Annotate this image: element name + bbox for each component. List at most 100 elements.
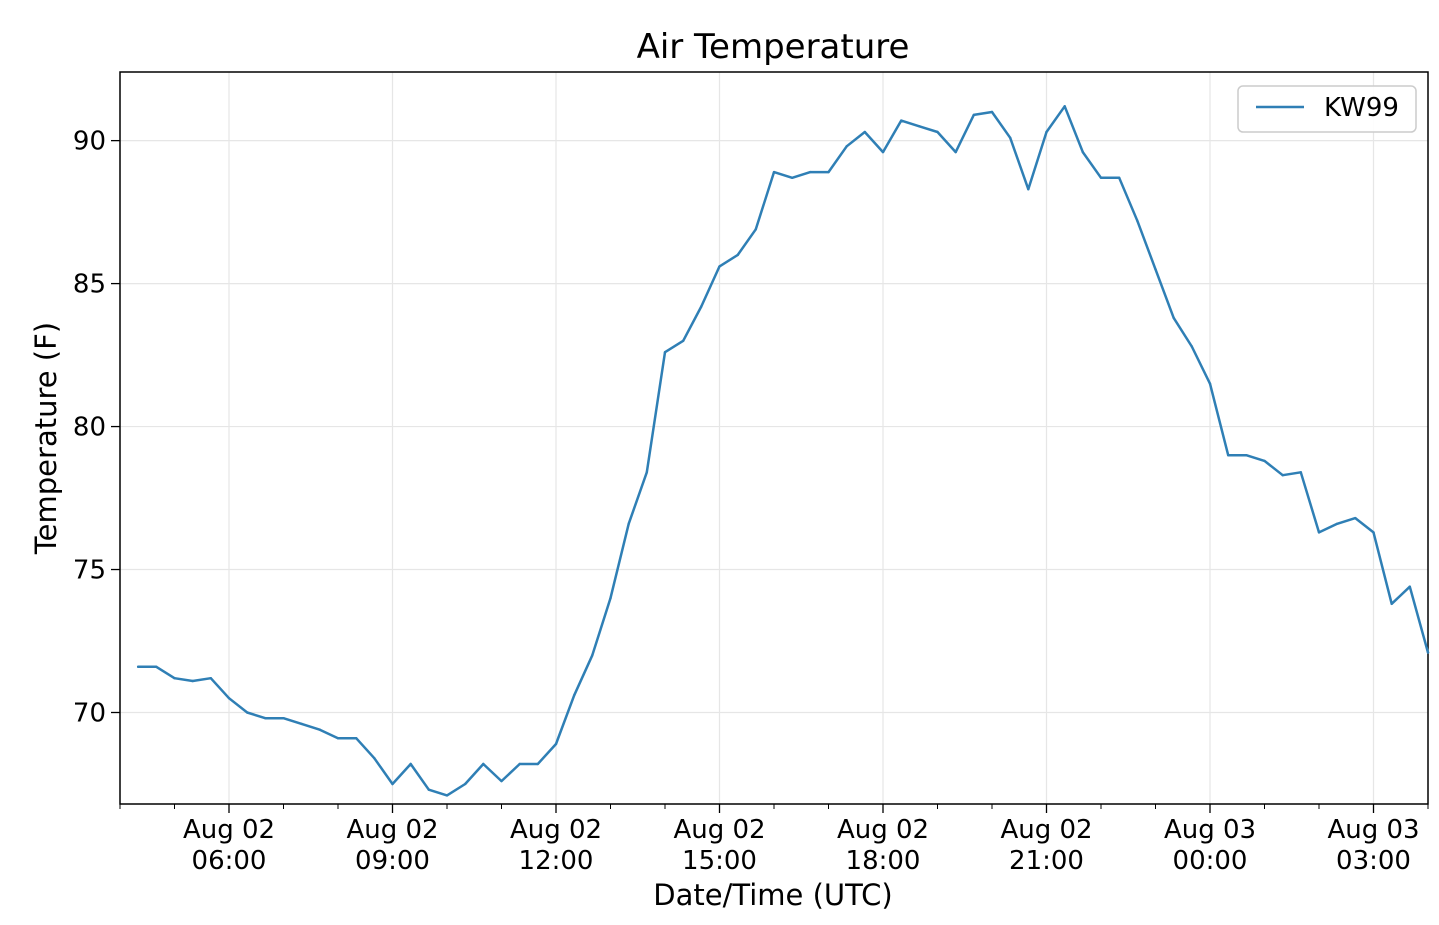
data-point <box>1227 454 1230 457</box>
grid-lines <box>120 72 1428 804</box>
data-point <box>791 176 794 179</box>
data-point <box>1426 651 1430 654</box>
data-point <box>355 737 358 740</box>
data-point <box>173 677 176 680</box>
x-tick-label-date: Aug 02 <box>346 815 438 845</box>
data-point <box>1372 531 1375 534</box>
data-point <box>536 762 539 766</box>
data-point <box>682 339 685 342</box>
x-tick-label-date: Aug 02 <box>1000 815 1092 845</box>
data-point <box>1045 130 1048 134</box>
data-point <box>155 665 158 668</box>
data-point <box>809 170 812 174</box>
data-point <box>227 697 231 700</box>
data-point <box>318 728 321 731</box>
x-tick-label-date: Aug 03 <box>1327 815 1419 845</box>
data-point <box>1263 459 1266 463</box>
data-point <box>863 130 866 134</box>
data-point <box>936 130 939 134</box>
y-tick-label: 80 <box>73 413 106 443</box>
data-point <box>772 170 776 174</box>
data-point <box>1354 516 1357 520</box>
data-point <box>482 762 485 766</box>
data-point <box>645 471 648 474</box>
data-point <box>1081 150 1085 154</box>
data-point <box>972 113 975 117</box>
y-tick-label: 75 <box>73 556 106 586</box>
x-tick-label-date: Aug 02 <box>510 815 602 845</box>
series-line-kw99 <box>136 105 1430 797</box>
data-point <box>336 737 340 740</box>
data-point <box>1118 176 1121 179</box>
data-point <box>1009 136 1012 139</box>
series-layer <box>136 105 1430 797</box>
x-tick-label-time: 15:00 <box>682 846 757 876</box>
data-point <box>137 665 140 668</box>
data-point <box>1336 522 1339 525</box>
plot-area-frame <box>119 71 1429 805</box>
data-point <box>881 150 885 154</box>
data-point <box>409 762 412 766</box>
data-point <box>754 228 757 231</box>
data-point <box>191 679 194 683</box>
data-point <box>1063 105 1066 108</box>
data-point <box>1154 268 1157 271</box>
data-point <box>300 722 303 726</box>
data-point <box>990 110 994 114</box>
x-tick-label-time: 12:00 <box>519 846 594 876</box>
data-point <box>700 305 703 308</box>
legend-box <box>1237 85 1417 133</box>
data-point <box>1136 219 1139 222</box>
data-point <box>573 694 576 697</box>
data-point <box>591 654 594 657</box>
data-point <box>500 779 503 783</box>
data-point <box>1390 602 1393 605</box>
data-point <box>1172 316 1175 320</box>
x-tick-label-time: 21:00 <box>1009 846 1084 876</box>
data-point <box>264 717 267 720</box>
data-point <box>246 711 249 714</box>
data-point <box>663 351 667 354</box>
data-point <box>282 717 285 720</box>
data-point <box>1299 471 1303 474</box>
data-point <box>391 782 394 786</box>
x-tick-label-date: Aug 03 <box>1164 815 1256 845</box>
legend-label-kw99: KW99 <box>1324 93 1399 123</box>
data-point <box>918 125 921 128</box>
data-point <box>518 762 521 766</box>
x-tick-label-time: 09:00 <box>355 846 430 876</box>
x-tick-label-date: Aug 02 <box>837 815 929 845</box>
data-point <box>1027 188 1030 191</box>
data-point <box>464 782 467 786</box>
chart-title: Air Temperature <box>637 27 910 67</box>
data-point <box>1099 176 1103 179</box>
y-tick-label: 70 <box>73 699 106 729</box>
x-tick-label-time: 06:00 <box>192 846 267 876</box>
data-point <box>1245 454 1248 457</box>
x-tick-label-time: 00:00 <box>1173 846 1248 876</box>
x-tick-label-date: Aug 02 <box>673 815 765 845</box>
y-axis-title: Temperature (F) <box>29 322 63 555</box>
y-axis: 70 75 80 85 90 <box>73 127 120 729</box>
data-point <box>736 253 739 257</box>
data-point <box>718 265 721 268</box>
x-tick-label-time: 18:00 <box>846 846 921 876</box>
data-point <box>427 788 430 791</box>
data-point <box>554 742 558 746</box>
data-point <box>1408 585 1412 588</box>
data-point <box>1208 382 1212 385</box>
data-point <box>954 150 957 154</box>
y-tick-label: 85 <box>73 270 106 300</box>
data-point <box>827 170 830 174</box>
data-point <box>845 145 848 148</box>
x-axis-title: Date/Time (UTC) <box>653 878 892 912</box>
x-tick-label-time: 03:00 <box>1336 846 1411 876</box>
data-point <box>1281 474 1284 477</box>
data-point <box>627 522 630 525</box>
data-point <box>209 677 212 680</box>
data-point <box>373 757 376 760</box>
y-tick-label: 90 <box>73 127 106 157</box>
data-point <box>609 596 612 600</box>
data-point <box>1317 531 1321 534</box>
